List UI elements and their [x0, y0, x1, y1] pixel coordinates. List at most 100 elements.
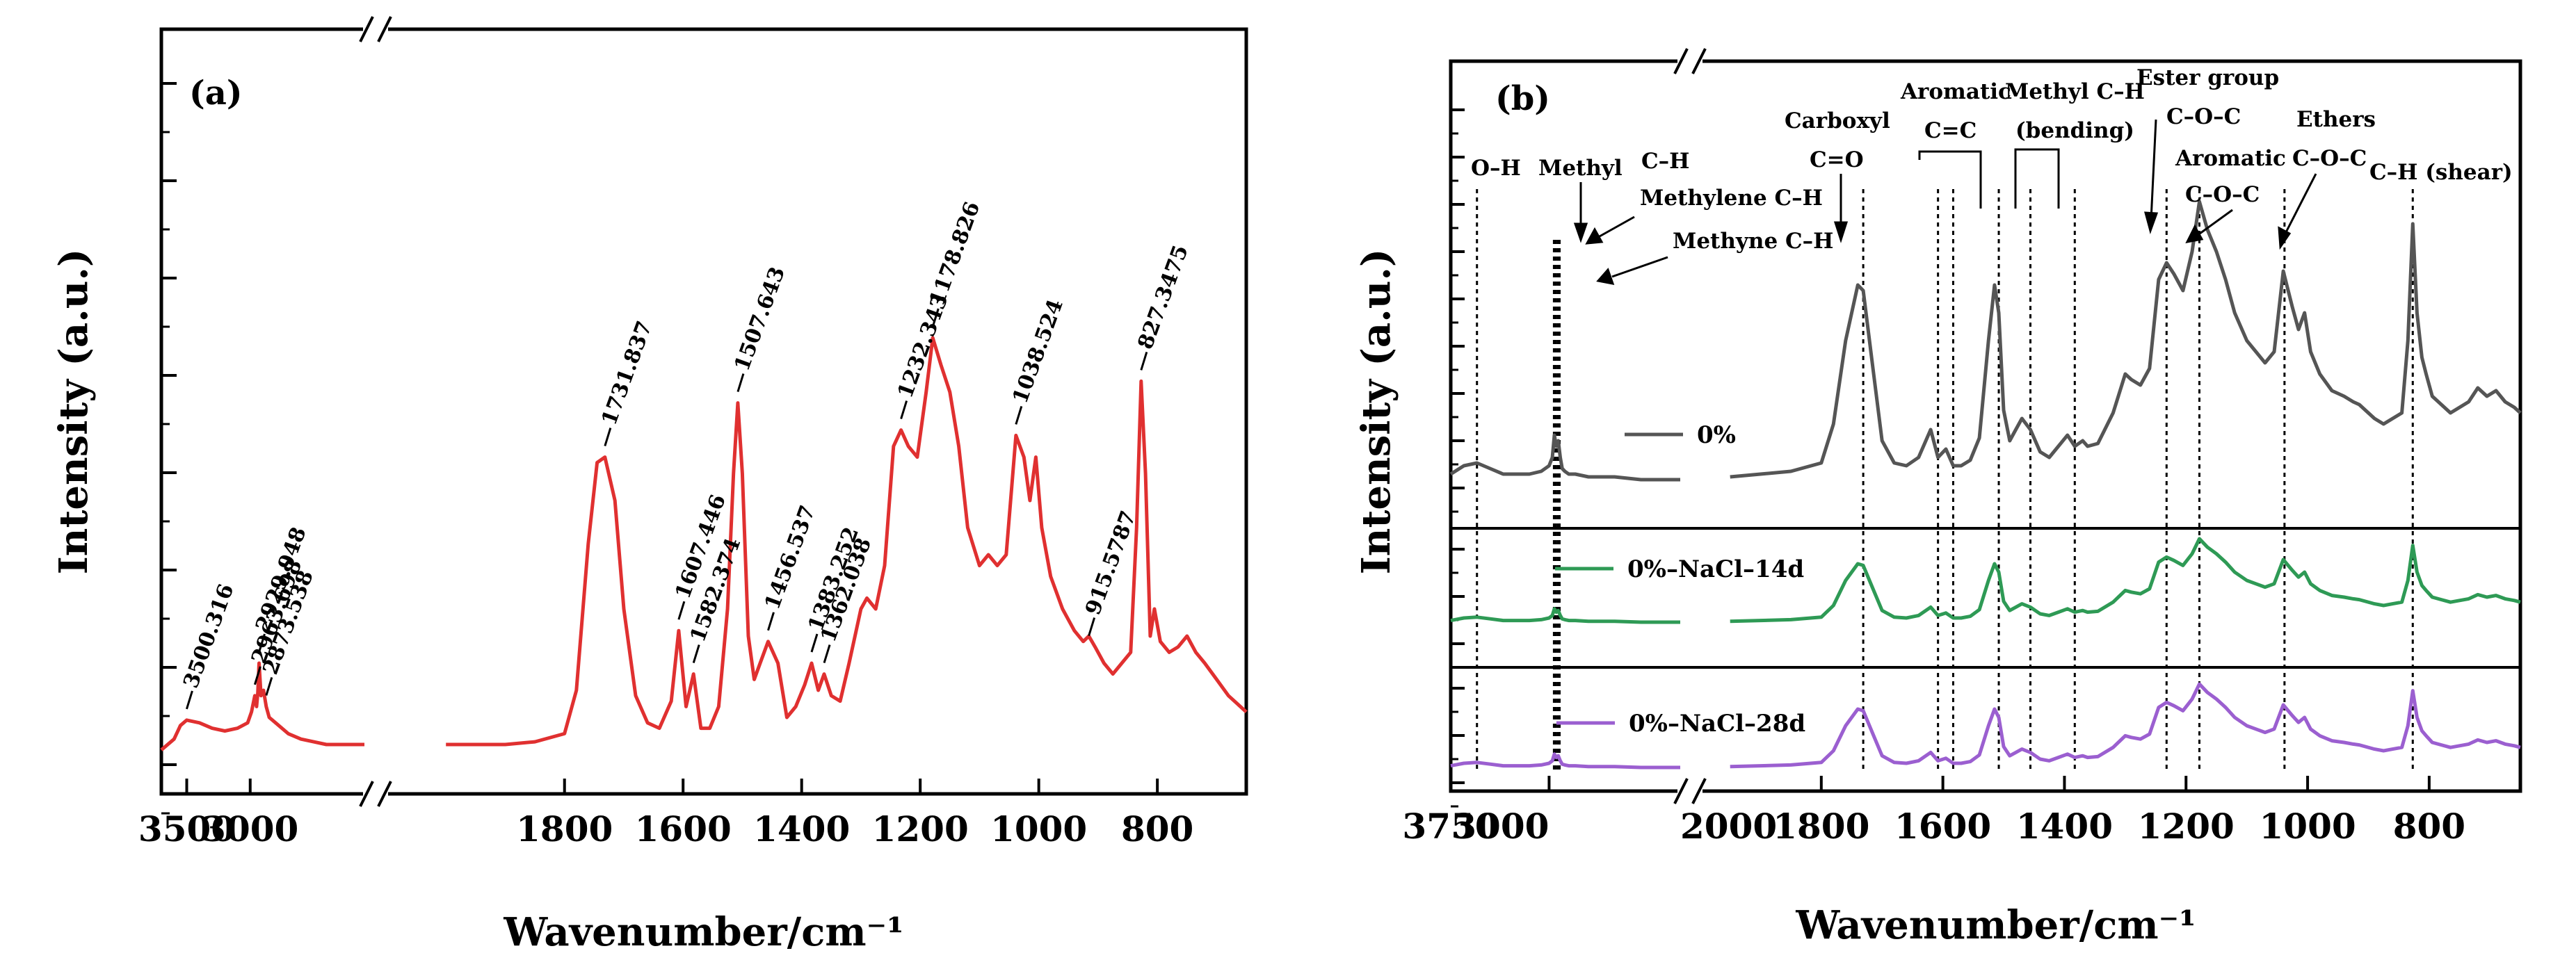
a-x-tick-label: 3000: [202, 808, 298, 849]
panel-b-annotations: O–H Methyl C–H Methylene C–H Methyne C–H…: [1471, 65, 2513, 285]
b-break-top-slash-2: [1691, 48, 1707, 74]
panel-b-legend: 0% 0%–NaCl–14d 0%–NaCl–28d: [1555, 421, 1805, 738]
anno-methyne: Methyne C–H: [1673, 229, 1833, 254]
a-break-top: [359, 14, 392, 44]
panel-b-y-ticks: [1451, 108, 1465, 808]
b-x-tick-label: 2000: [1680, 806, 1777, 847]
b-x-tick-label: 1200: [2138, 806, 2235, 847]
a-break-bottom: [359, 779, 392, 809]
panel-b-x-axis-title: Wavenumber/cm⁻¹: [1795, 902, 2196, 948]
b-series-line-1-left: [1450, 607, 1680, 624]
a-x-tick-label: 1600: [635, 808, 732, 849]
b-break-bottom: [1673, 776, 1707, 806]
a-break-top-slash-1: [359, 16, 374, 42]
panel-b-label: (b): [1495, 79, 1550, 118]
panel-b-axis-breaks: [1673, 46, 1707, 806]
a-x-tick-label: 1000: [990, 808, 1087, 849]
a-series-line-right: [446, 336, 1248, 747]
anno-ester: Ester group: [2136, 65, 2279, 90]
a-peak-label: 1456.537: [760, 502, 820, 612]
a-peak-leader: [253, 666, 261, 685]
b-legend-label-0: 0%: [1697, 421, 1736, 449]
a-peak-leader: [736, 373, 745, 393]
b-series-line-1-right: [1730, 537, 2521, 624]
a-break-bottom-slash-1: [359, 781, 374, 807]
a-peak-leader: [900, 400, 908, 420]
anno-methylene: Methylene C–H: [1640, 186, 1823, 211]
b-x-tick-label: 1400: [2016, 806, 2113, 847]
panel-a-y-ticks: [161, 82, 177, 815]
b-series-line-2-right: [1730, 682, 2521, 769]
anno-aromatic-coc: C–O–C: [2185, 182, 2260, 207]
a-x-tick-label: 1200: [872, 808, 969, 849]
a-peak-leader: [1015, 405, 1023, 425]
panel-b-reference-lines: [1476, 189, 2414, 770]
panel-a-frame: [159, 27, 1248, 796]
anno-carboxyl-co: C=O: [1810, 147, 1864, 172]
anno-methyl: Methyl: [1538, 156, 1623, 181]
a-x-tick-label: 800: [1121, 808, 1193, 849]
b-series-line-2-left: [1450, 752, 1680, 770]
b-x-tick-label: 1000: [2259, 806, 2356, 847]
anno-methyl-ch: C–H: [1641, 149, 1689, 174]
a-peak-leader: [931, 308, 940, 327]
b-x-tick-label: 1800: [1773, 806, 1869, 847]
anno-ethers: Ethers: [2296, 107, 2376, 132]
anno-ester-coc: C–O–C: [2166, 104, 2241, 129]
anno-carboxyl: Carboxyl: [1785, 108, 1890, 133]
panel-a-axis-breaks: [359, 14, 392, 809]
b-break-bottom-slash-2: [1691, 778, 1707, 804]
a-peak-leader: [810, 633, 819, 653]
b-legend-label-2: 0%–NaCl–28d: [1629, 710, 1805, 738]
bracket-methyl-bend: [2014, 148, 2060, 209]
a-break-top-slash-2: [377, 16, 392, 42]
a-peak-label: 3500.316: [179, 581, 239, 692]
anno-ch-shear: C–H (shear): [2369, 160, 2513, 185]
a-peak-leader: [692, 644, 700, 664]
anno-aromatic-2: Aromatic: [2175, 146, 2286, 171]
annotation-arrows: [1573, 119, 2317, 285]
b-break-top: [1673, 46, 1707, 76]
b-x-tick-label: 1600: [1894, 806, 1991, 847]
panel-a-label: (a): [189, 74, 243, 113]
panel-b-series: [1449, 200, 2522, 770]
a-peak-leader: [767, 612, 775, 631]
bracket-aromatic: [1918, 150, 1982, 209]
a-x-tick-label: 1800: [516, 808, 613, 849]
b-x-tick-label: 3000: [1452, 806, 1549, 847]
a-x-tick-label: 1400: [753, 808, 850, 849]
anno-aromatic-cc: C=C: [1924, 118, 1977, 143]
anno-ethers-coc: C–O–C: [2292, 146, 2367, 171]
panel-a-y-axis-title: Intensity (a.u.): [51, 249, 97, 575]
a-break-bottom-slash-2: [377, 781, 392, 807]
b-break-top-slash-1: [1673, 48, 1689, 74]
b-legend-label-1: 0%–NaCl–14d: [1627, 555, 1804, 583]
a-peak-leader: [823, 644, 831, 664]
a-peak-leader: [265, 676, 273, 696]
b-break-bottom-slash-1: [1673, 778, 1689, 804]
a-peak-label: 827.3475: [1133, 242, 1193, 352]
panel-a-peak-labels: 3500.316 2963.6982929.9482873.5381731.837…: [179, 199, 1193, 710]
a-peak-label: 1178.826: [925, 199, 985, 309]
b-x-tick-label: 3750: [1402, 806, 1499, 847]
b-series-line-0-right: [1730, 200, 2522, 479]
panel-a-x-axis-title: Wavenumber/cm⁻¹: [503, 909, 903, 955]
anno-methyl-bend: Methyl C–H: [2005, 79, 2145, 104]
a-peak-label: 1507.643: [730, 263, 790, 374]
a-x-tick-label: 3500: [138, 808, 235, 849]
panel-b-frame: [1449, 59, 2522, 793]
anno-bending: (bending): [2015, 118, 2134, 143]
a-peak-leader: [677, 601, 686, 620]
panel-b: (b) Intensity (a.u.) Wavenumber/cm⁻¹ 375…: [1353, 46, 2522, 948]
a-peak-leader: [186, 690, 193, 710]
anno-oh: O–H: [1471, 156, 1521, 181]
a-peak-label: 1731.837: [597, 318, 657, 428]
a-peak-leader: [258, 633, 266, 653]
b-x-tick-label: 800: [2393, 806, 2465, 847]
a-peak-leader: [1088, 617, 1096, 637]
a-peak-label: 1038.524: [1008, 296, 1068, 407]
anno-aromatic-1: Aromatic: [1900, 79, 2011, 104]
panel-a: (a) Intensity (a.u.) Wavenumber/cm⁻¹ 350…: [51, 14, 1248, 955]
